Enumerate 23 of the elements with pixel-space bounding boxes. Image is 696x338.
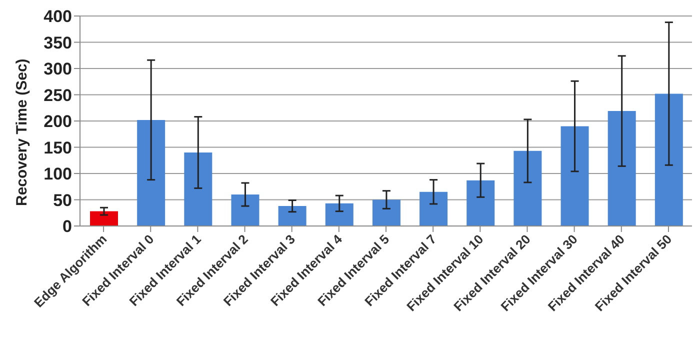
- bar: [560, 126, 589, 226]
- bar: [514, 150, 542, 226]
- y-tick-label: 350: [44, 33, 72, 52]
- bar: [90, 211, 118, 226]
- y-tick-label: 200: [44, 112, 72, 132]
- y-tick-label: 300: [44, 60, 72, 79]
- bar: [137, 120, 166, 226]
- bar: [325, 203, 354, 226]
- y-tick-label: 250: [44, 86, 72, 105]
- bar: [372, 200, 400, 226]
- bar: [466, 180, 495, 226]
- y-tick-label: 150: [44, 138, 72, 158]
- bar: [184, 152, 212, 226]
- bar: [608, 111, 636, 226]
- bar: [654, 94, 683, 226]
- y-tick-label: 100: [44, 164, 72, 184]
- bar: [231, 194, 260, 226]
- y-axis-title: Recovery Time (Sec): [13, 58, 30, 206]
- bar: [420, 192, 448, 226]
- y-tick-label: 50: [53, 190, 72, 210]
- y-tick-label: 400: [44, 7, 72, 26]
- y-tick-label: 0: [62, 217, 72, 236]
- bar: [278, 206, 306, 226]
